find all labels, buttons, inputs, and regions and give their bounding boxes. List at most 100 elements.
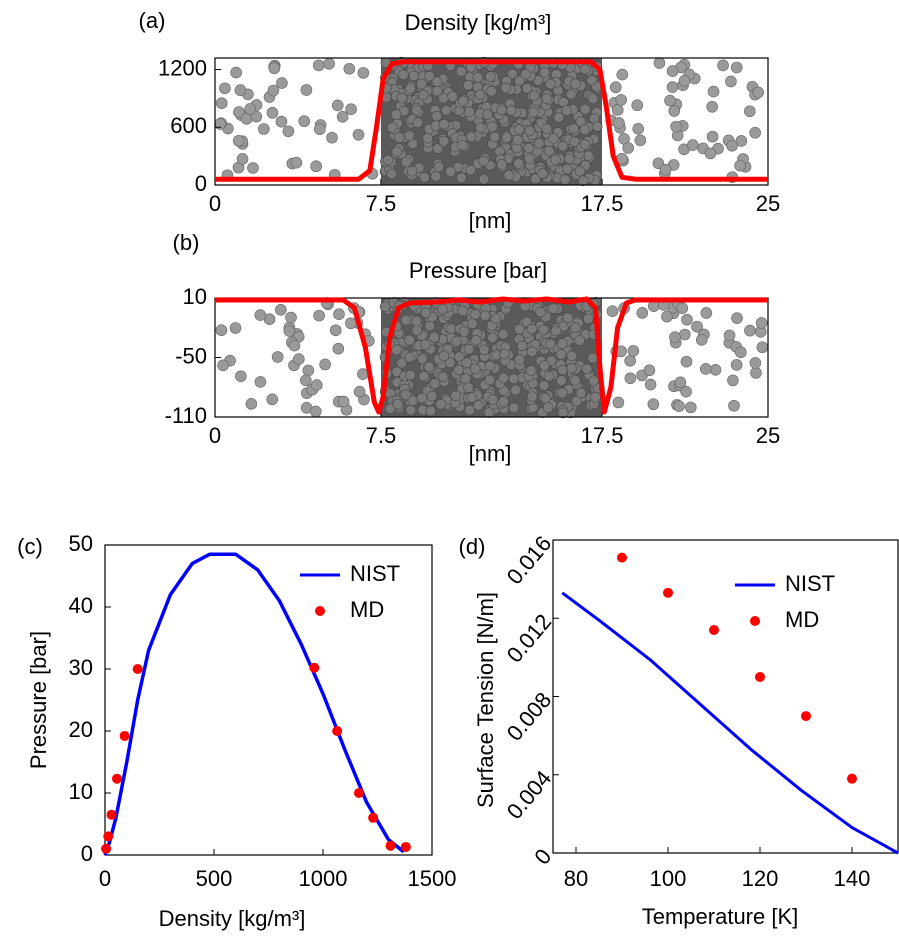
panel: 0 7.5 17.5 25 10 -50 -110 (b) Pressure [bar] [nm] (165, 230, 781, 466)
particle (245, 398, 258, 410)
y-tick-label: 600 (170, 113, 207, 138)
particle (440, 104, 452, 116)
particle (418, 370, 430, 382)
x-axis-label: Temperature [K] (642, 904, 799, 929)
particle (429, 331, 440, 343)
particle (506, 68, 518, 80)
particle (709, 364, 722, 376)
data-line (215, 59, 768, 182)
particle (579, 103, 591, 115)
particle (728, 399, 740, 412)
y-axis-label: Surface Tension [N/m] (473, 592, 498, 808)
legend-marker (315, 606, 325, 616)
particle (496, 159, 507, 170)
particle (510, 384, 521, 396)
particle (666, 65, 679, 77)
data-point (400, 841, 411, 852)
x-tick-label: 120 (742, 866, 779, 891)
particle (431, 76, 443, 87)
particle (749, 126, 761, 139)
particle (606, 305, 619, 317)
x-tick-label: 7.5 (366, 191, 397, 216)
particle (659, 163, 672, 176)
particle (543, 370, 555, 382)
y-tick-label: 20 (69, 717, 93, 742)
legend-marker (750, 616, 760, 626)
particle (352, 128, 365, 141)
particle (744, 324, 756, 337)
particle (411, 325, 423, 336)
particle (609, 81, 622, 94)
particle (469, 363, 481, 375)
particle (676, 302, 689, 314)
particle (406, 165, 418, 177)
particle (556, 375, 567, 386)
particle (293, 353, 305, 365)
particle (717, 59, 729, 72)
legend-label: NIST (785, 571, 835, 596)
particle (673, 400, 685, 412)
particle (382, 154, 394, 166)
particle (678, 75, 691, 87)
particle (541, 93, 553, 104)
x-tick-label: 25 (756, 423, 780, 448)
particle (450, 390, 462, 402)
x-tick-label: 0 (209, 423, 221, 448)
particle (276, 77, 288, 89)
particle (587, 93, 599, 104)
y-tick-label: 30 (69, 655, 93, 680)
particle (574, 335, 585, 346)
y-tick-label: 0.016 (502, 531, 557, 589)
particle (386, 122, 398, 133)
y-axis-label: Pressure [bar] (26, 631, 51, 769)
particle (425, 405, 437, 417)
particle (524, 125, 536, 137)
particle (332, 342, 345, 355)
particle (300, 84, 313, 96)
particle (235, 370, 247, 383)
particle (437, 303, 448, 315)
particle (616, 68, 629, 81)
x-tick-label: 17.5 (581, 191, 624, 216)
particle (587, 352, 599, 364)
particle (524, 153, 535, 165)
particle (562, 312, 574, 324)
particle (530, 173, 541, 185)
particle (433, 161, 445, 173)
particle (566, 362, 577, 374)
particle (505, 105, 517, 116)
x-tick-label: 1500 (408, 866, 457, 891)
particle (392, 398, 403, 410)
particle (391, 344, 402, 356)
particle (541, 123, 553, 135)
particle (526, 346, 538, 358)
y-tick-label: -50 (175, 343, 207, 368)
particle (464, 106, 475, 117)
particle (538, 380, 550, 391)
particle (430, 171, 442, 182)
particle (457, 139, 468, 151)
particle (420, 307, 432, 319)
particle (486, 85, 497, 97)
particle (283, 325, 296, 337)
particle (275, 303, 287, 316)
particle (217, 359, 229, 372)
particle (445, 166, 456, 177)
data-point (801, 711, 811, 722)
particle (275, 115, 288, 128)
particle (337, 395, 350, 408)
particle (393, 132, 405, 143)
particle (431, 111, 443, 122)
data-line (215, 296, 768, 415)
data-point (106, 809, 117, 820)
particle (405, 404, 417, 416)
data-point (309, 662, 320, 673)
particle (416, 78, 427, 90)
particle (466, 318, 478, 329)
particle (526, 391, 538, 402)
particle (267, 84, 280, 97)
particle (447, 91, 458, 102)
particle (336, 110, 349, 123)
particle (691, 320, 703, 333)
data-point (353, 788, 364, 798)
